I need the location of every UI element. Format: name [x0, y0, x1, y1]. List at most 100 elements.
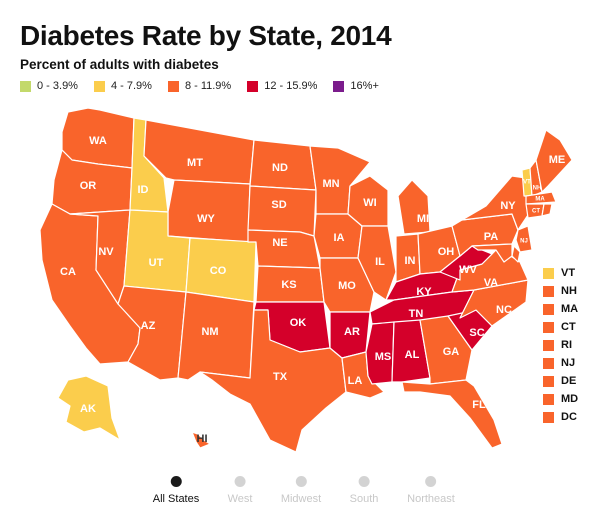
- state-label-OH: OH: [438, 246, 455, 258]
- state-label-AZ: AZ: [141, 320, 156, 332]
- state-label-AL: AL: [405, 349, 420, 361]
- small-state-swatch: [543, 339, 554, 351]
- small-state-item[interactable]: DC: [543, 408, 578, 426]
- legend-swatch: [167, 80, 179, 92]
- small-state-item[interactable]: MD: [543, 390, 578, 408]
- state-label-MI: MI: [417, 213, 429, 225]
- state-label-MN: MN: [322, 178, 339, 190]
- legend-item: 12 - 15.9%: [247, 80, 317, 92]
- state-label-UT: UT: [149, 257, 164, 269]
- state-label-NC: NC: [496, 304, 512, 316]
- legend-swatch: [20, 80, 31, 92]
- legend-item: 4 - 7.9%: [93, 80, 152, 92]
- small-state-item[interactable]: DE: [543, 372, 578, 390]
- state-label-IL: IL: [375, 256, 385, 268]
- legend-label: 0 - 3.9%: [37, 80, 78, 92]
- state-label-ID: ID: [138, 184, 149, 196]
- nav-label[interactable]: West: [227, 493, 253, 505]
- small-state-swatch: [543, 357, 554, 369]
- state-label-SD: SD: [271, 199, 286, 211]
- state-label-PA: PA: [484, 231, 499, 243]
- legend: 0 - 3.9% 4 - 7.9% 8 - 11.9% 12 - 15.9% 1…: [20, 80, 395, 92]
- state-WY[interactable]: [167, 179, 251, 243]
- state-RI[interactable]: [541, 203, 553, 217]
- legend-item: 16%+: [333, 80, 379, 92]
- state-label-MS: MS: [375, 351, 392, 363]
- state-DE[interactable]: [511, 245, 521, 263]
- nav-dot-icon[interactable]: [295, 476, 307, 487]
- state-label-SC: SC: [469, 327, 484, 339]
- map-title: Diabetes Rate by State, 2014: [20, 20, 392, 51]
- small-state-label: DE: [561, 375, 577, 387]
- nav-label[interactable]: South: [349, 493, 379, 505]
- small-state-label: VT: [561, 267, 576, 279]
- small-state-item[interactable]: MA: [543, 300, 578, 318]
- nav-label[interactable]: All States: [152, 493, 200, 505]
- small-state-label: CT: [561, 321, 576, 333]
- state-label-CT-small: CT: [532, 209, 540, 215]
- small-state-item[interactable]: CT: [543, 318, 578, 336]
- state-label-MO: MO: [338, 280, 356, 292]
- map-subtitle: Percent of adults with diabetes: [20, 57, 219, 72]
- state-label-AR: AR: [344, 326, 360, 338]
- state-label-IA: IA: [334, 232, 345, 244]
- state-label-KY: KY: [416, 286, 432, 298]
- legend-label: 8 - 11.9%: [184, 80, 232, 92]
- small-state-item[interactable]: NH: [543, 282, 578, 300]
- state-label-NM: NM: [201, 326, 218, 338]
- nav-label[interactable]: Midwest: [280, 493, 322, 505]
- small-state-label: MA: [561, 303, 579, 315]
- small-state-swatch: [543, 411, 554, 423]
- state-label-WY: WY: [197, 213, 215, 225]
- small-state-label: DC: [561, 411, 577, 423]
- state-FL[interactable]: [401, 379, 503, 449]
- state-ME[interactable]: [535, 129, 573, 193]
- small-state-label: RI: [561, 339, 572, 351]
- state-label-AK: AK: [80, 403, 96, 415]
- legend-label: 16%+: [350, 80, 379, 92]
- state-NE[interactable]: [247, 229, 321, 269]
- us-map: WA OR CA NV ID MT WY UT CO AZ NM ND SD N…: [39, 107, 573, 453]
- state-TX[interactable]: [199, 309, 347, 453]
- state-label-KS: KS: [281, 279, 296, 291]
- state-label-NV: NV: [98, 246, 114, 258]
- nav-all-states[interactable]: All States: [153, 476, 199, 505]
- small-state-item[interactable]: VT: [543, 264, 578, 282]
- state-AK[interactable]: [57, 375, 121, 441]
- state-label-OR: OR: [80, 180, 97, 192]
- state-label-VT-small: VT: [523, 180, 531, 186]
- state-MD[interactable]: [471, 243, 513, 263]
- small-state-item[interactable]: RI: [543, 336, 578, 354]
- state-label-NE: NE: [272, 237, 287, 249]
- state-MI[interactable]: [397, 179, 431, 235]
- nav-dot-icon[interactable]: [234, 476, 246, 487]
- small-state-swatch: [543, 267, 554, 279]
- nav-midwest[interactable]: Midwest: [281, 476, 321, 505]
- nav-northeast[interactable]: Northeast: [407, 476, 455, 505]
- state-label-ND: ND: [272, 162, 288, 174]
- state-label-NJ-small: NJ: [520, 239, 528, 245]
- state-SD[interactable]: [247, 185, 317, 237]
- nav-dot-icon[interactable]: [425, 476, 437, 487]
- small-state-swatch: [543, 285, 554, 297]
- state-HI[interactable]: [191, 431, 211, 449]
- state-MA[interactable]: [525, 191, 557, 205]
- small-state-item[interactable]: NJ: [543, 354, 578, 372]
- nav-label[interactable]: Northeast: [407, 493, 455, 505]
- small-state-label: MD: [561, 393, 579, 405]
- state-NJ[interactable]: [515, 225, 533, 253]
- state-label-WI: WI: [363, 197, 376, 209]
- small-state-label: NH: [561, 285, 577, 297]
- legend-item: 8 - 11.9%: [167, 80, 232, 92]
- legend-swatch: [93, 80, 105, 92]
- state-label-CA: CA: [60, 266, 76, 278]
- small-state-label: NJ: [561, 357, 576, 369]
- nav-south[interactable]: South: [349, 476, 379, 505]
- state-label-TN: TN: [409, 308, 424, 320]
- legend-label: 12 - 15.9%: [264, 80, 318, 92]
- nav-dot-icon[interactable]: [358, 476, 370, 487]
- nav-dot-icon[interactable]: [170, 476, 182, 487]
- nav-west[interactable]: West: [227, 476, 253, 505]
- state-label-LA: LA: [348, 375, 363, 387]
- state-AL[interactable]: [391, 319, 431, 383]
